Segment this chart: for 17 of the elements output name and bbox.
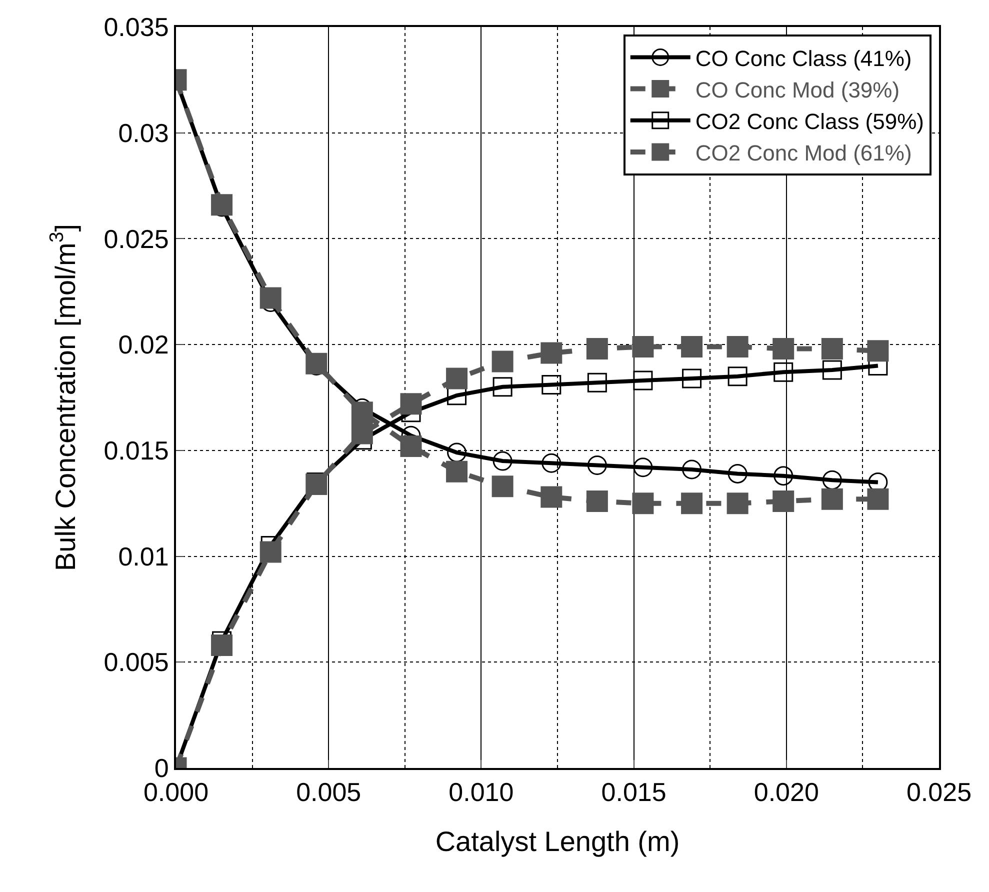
y-tick-label: 0.035 — [104, 12, 169, 42]
x-tick-label: 0.005 — [296, 777, 362, 808]
x-tick-label: 0.010 — [448, 777, 514, 808]
y-tick-label: 0.01 — [118, 541, 169, 572]
legend-label: CO Conc Class (41%) — [695, 46, 912, 71]
y-tick-label: 0.02 — [118, 330, 169, 360]
x-tick-label: 0.015 — [601, 777, 666, 808]
legend-label: CO2 Conc Class (59%) — [695, 108, 924, 134]
y-tick-label: 0.005 — [104, 647, 169, 678]
legend-label: CO2 Conc Mod (61%) — [695, 140, 912, 166]
y-tick-label: 0.03 — [118, 118, 169, 148]
legend-label: CO Conc Mod (39%) — [695, 77, 900, 102]
x-tick-label: 0.020 — [754, 777, 819, 808]
x-tick-label: 0.025 — [906, 777, 972, 808]
y-tick-label: 0.015 — [104, 436, 169, 466]
y-tick-label: 0.025 — [104, 224, 169, 254]
x-axis-title: Catalyst Length (m) — [435, 826, 680, 857]
